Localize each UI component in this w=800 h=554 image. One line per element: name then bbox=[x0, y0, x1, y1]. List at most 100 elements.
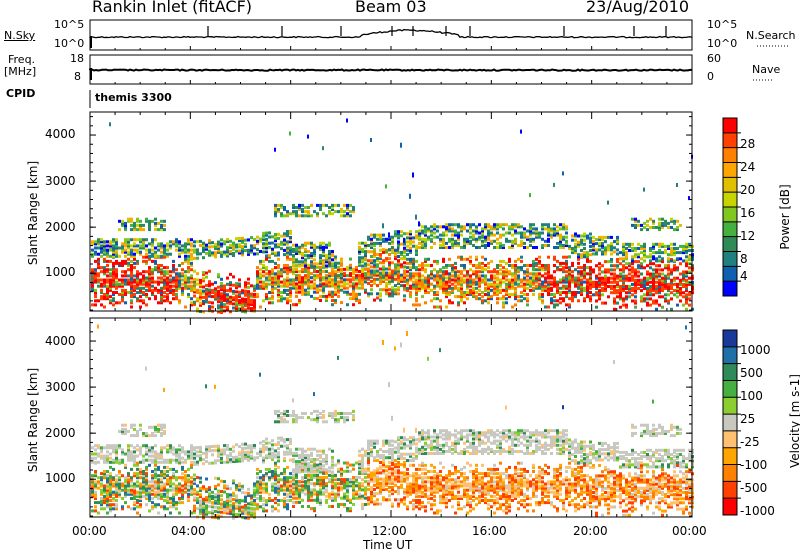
power-cell bbox=[346, 212, 349, 216]
velocity-cell bbox=[238, 505, 241, 509]
power-cell bbox=[604, 260, 607, 264]
power-cell bbox=[460, 295, 463, 299]
velocity-cell bbox=[178, 482, 181, 486]
power-cell bbox=[475, 229, 478, 233]
velocity-cell bbox=[151, 497, 154, 500]
power-cell bbox=[247, 294, 250, 298]
velocity-cell bbox=[211, 445, 214, 448]
power-cell bbox=[358, 278, 361, 282]
velocity-cell bbox=[145, 434, 148, 438]
power-cell bbox=[178, 274, 181, 278]
power-cell bbox=[400, 279, 403, 283]
power-cell bbox=[589, 249, 592, 252]
power-cell bbox=[91, 303, 94, 307]
power-cell bbox=[136, 280, 139, 284]
power-cell bbox=[265, 246, 268, 250]
power-cell bbox=[103, 250, 106, 254]
power-cell bbox=[595, 242, 598, 246]
power-cell bbox=[229, 252, 232, 256]
power-cell bbox=[328, 294, 331, 298]
power-cell bbox=[484, 235, 487, 239]
power-cell bbox=[523, 286, 526, 290]
power-cell bbox=[166, 299, 169, 303]
power-cell bbox=[133, 252, 136, 256]
velocity-cell bbox=[121, 488, 124, 492]
power-cell bbox=[397, 286, 400, 290]
power-cell bbox=[640, 228, 643, 232]
power-cell bbox=[193, 278, 196, 281]
power-cell bbox=[592, 240, 595, 244]
power-cell bbox=[682, 278, 685, 282]
power-cell bbox=[208, 245, 211, 249]
power-cell bbox=[541, 295, 544, 299]
power-cell bbox=[448, 291, 451, 294]
power-cell bbox=[403, 298, 406, 302]
power-cell bbox=[589, 276, 592, 280]
power-cell bbox=[106, 254, 109, 258]
velocity-cell bbox=[121, 427, 124, 431]
power-cell bbox=[652, 285, 655, 288]
power-cell bbox=[658, 251, 661, 255]
power-cell bbox=[244, 302, 247, 306]
power-cell bbox=[235, 286, 238, 290]
power-cell bbox=[223, 240, 226, 244]
power-cell bbox=[544, 276, 547, 280]
velocity-cell bbox=[259, 476, 262, 480]
velocity-cell bbox=[259, 451, 262, 455]
freq-label: Freq. bbox=[8, 53, 36, 66]
velocity-cell bbox=[109, 505, 112, 509]
power-cell bbox=[160, 228, 163, 232]
power-cell bbox=[589, 268, 592, 272]
velocity-cell bbox=[229, 493, 232, 497]
power-cell bbox=[244, 285, 247, 289]
power-cell bbox=[172, 288, 175, 292]
power-cell bbox=[103, 280, 106, 284]
velocity-cell bbox=[208, 449, 211, 453]
power-cell bbox=[436, 280, 439, 284]
power-cell bbox=[505, 286, 508, 290]
power-cell bbox=[367, 277, 370, 281]
power-cell bbox=[445, 272, 448, 276]
power-cell bbox=[346, 282, 349, 286]
power-cell bbox=[124, 226, 127, 229]
velocity-cell bbox=[220, 458, 223, 462]
power-cell bbox=[307, 276, 310, 280]
power-cell bbox=[544, 239, 547, 243]
power-cell bbox=[253, 293, 256, 296]
power-cell bbox=[649, 297, 652, 301]
velocity-cell bbox=[115, 478, 118, 482]
power-speckle bbox=[412, 172, 414, 178]
power-cell bbox=[664, 276, 667, 280]
power-cell bbox=[334, 276, 337, 280]
power-cell bbox=[286, 257, 289, 261]
power-cell bbox=[328, 284, 331, 288]
velocity-cell bbox=[190, 465, 193, 469]
power-cell bbox=[499, 235, 502, 239]
power-cell bbox=[571, 291, 574, 294]
power-cell bbox=[586, 293, 589, 296]
power-cell bbox=[637, 247, 640, 250]
power-cell bbox=[679, 282, 682, 286]
velocity-cell bbox=[169, 450, 172, 454]
power-cell bbox=[433, 225, 436, 229]
power-cell bbox=[580, 238, 583, 242]
velocity-cell bbox=[106, 444, 109, 448]
power-cell bbox=[475, 225, 478, 229]
power-cell bbox=[100, 238, 103, 242]
power-cell bbox=[406, 244, 409, 248]
power-cell bbox=[376, 269, 379, 273]
power-cell bbox=[169, 274, 172, 278]
velocity-cell bbox=[226, 507, 229, 511]
power-cell bbox=[655, 301, 658, 305]
power-cell bbox=[547, 291, 550, 294]
power-cell bbox=[343, 214, 346, 218]
power-cell bbox=[232, 296, 235, 300]
power-cell bbox=[526, 278, 529, 282]
power-cell bbox=[151, 272, 154, 276]
power-cell bbox=[262, 274, 265, 278]
power-cell bbox=[529, 272, 532, 276]
velocity-cell bbox=[157, 482, 160, 486]
power-cell bbox=[349, 203, 352, 207]
power-cell bbox=[427, 274, 430, 278]
power-cell bbox=[310, 256, 313, 260]
